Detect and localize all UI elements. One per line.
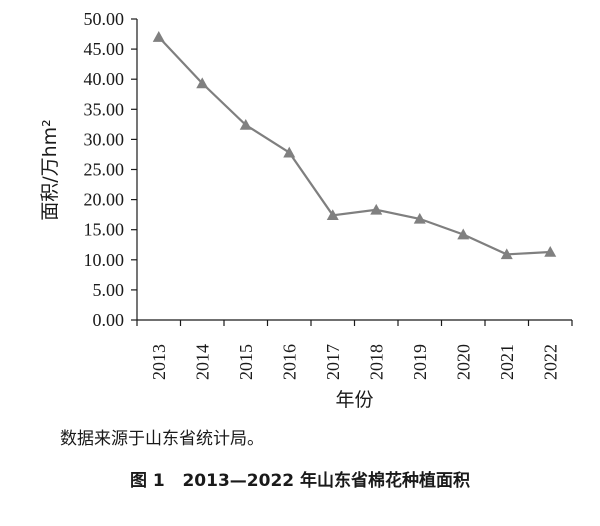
y-tick-label: 15.00 [84,220,125,240]
series-line [157,36,551,256]
y-tick-label: 10.00 [84,250,125,270]
y-tick-label: 40.00 [84,69,125,89]
y-tick-label: 35.00 [84,99,125,119]
x-tick-label: 2018 [366,344,386,380]
x-tick-label: 2022 [540,344,560,380]
data-point-marker [413,212,426,224]
x-axis-ticks: 2013 2014 2015 2016 2017 2018 2019 2020 2021 2022 [136,320,573,380]
x-tick-label: 2021 [497,344,517,380]
data-point-marker [370,203,383,215]
y-tick-label: 20.00 [84,190,125,210]
data-point-marker [196,77,209,89]
line-chart: 0.00 5.00 10.00 15.00 20.00 25.00 30.00 35.00 40… [39,9,573,411]
y-tick-label: 0.00 [93,310,125,330]
y-axis-title: 面积/万hm² [39,119,61,221]
y-tick-label: 50.00 [84,9,125,29]
y-tick-label: 45.00 [84,39,125,59]
x-tick-label: 2017 [323,344,343,380]
data-point-marker [326,209,339,221]
x-tick-label: 2016 [279,344,299,380]
figure-caption: 图 1 2013—2022 年山东省棉花种植面积 [129,471,471,491]
data-point-marker [500,248,513,260]
data-point-marker [457,228,470,240]
data-point-marker [283,146,296,158]
y-axis-ticks: 0.00 5.00 10.00 15.00 20.00 25.00 30.00 35.00 40… [84,9,137,330]
y-tick-label: 25.00 [84,160,125,180]
x-tick-label: 2015 [236,344,256,380]
y-tick-label: 5.00 [93,280,125,300]
x-tick-label: 2013 [149,344,169,380]
data-point-marker [152,31,165,42]
data-point-marker [239,118,252,130]
x-tick-label: 2020 [453,344,473,380]
data-point-marker [544,245,557,257]
data-source-note: 数据来源于山东省统计局。 [60,429,264,449]
x-tick-label: 2014 [192,344,212,380]
x-axis-title: 年份 [335,389,373,411]
x-tick-label: 2019 [410,344,430,380]
y-tick-label: 30.00 [84,129,125,149]
series-markers [152,31,557,260]
